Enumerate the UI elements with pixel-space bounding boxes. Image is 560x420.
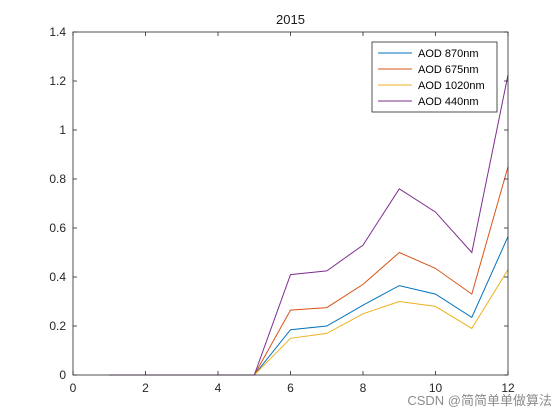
x-tick-label-1: 2	[142, 381, 149, 395]
legend-label-1: AOD 675nm	[418, 64, 479, 76]
y-tick-label-7: 1.4	[49, 25, 66, 39]
x-tick-label-5: 10	[429, 381, 443, 395]
y-tick-label-2: 0.4	[49, 270, 66, 284]
legend-label-3: AOD 440nm	[418, 96, 479, 108]
y-tick-label-4: 0.8	[49, 172, 66, 186]
x-tick-label-6: 12	[501, 381, 515, 395]
watermark: CSDN @简简单单做算法	[407, 393, 552, 408]
chart-title: 2015	[276, 12, 305, 27]
legend-label-0: AOD 870nm	[418, 48, 479, 60]
legend-box	[371, 41, 498, 113]
x-tick-label-4: 8	[360, 381, 367, 395]
axes-layer: 0 2 4 6 8 10 12 0 0.2 0.4 0.6 0.8 1 1.2 1.4	[49, 25, 515, 395]
x-tick-label-3: 6	[287, 381, 294, 395]
y-tick-label-5: 1	[59, 123, 66, 137]
y-tick-label-6: 1.2	[49, 74, 66, 88]
legend: AOD 870nm AOD 675nm AOD 1020nm AOD 440nm	[371, 41, 498, 113]
y-tick-label-1: 0.2	[49, 319, 66, 333]
y-tick-label-0: 0	[59, 368, 66, 382]
y-tick-label-3: 0.6	[49, 221, 66, 235]
x-tick-label-0: 0	[70, 381, 77, 395]
x-tick-label-2: 4	[215, 381, 222, 395]
legend-label-2: AOD 1020nm	[418, 80, 485, 92]
